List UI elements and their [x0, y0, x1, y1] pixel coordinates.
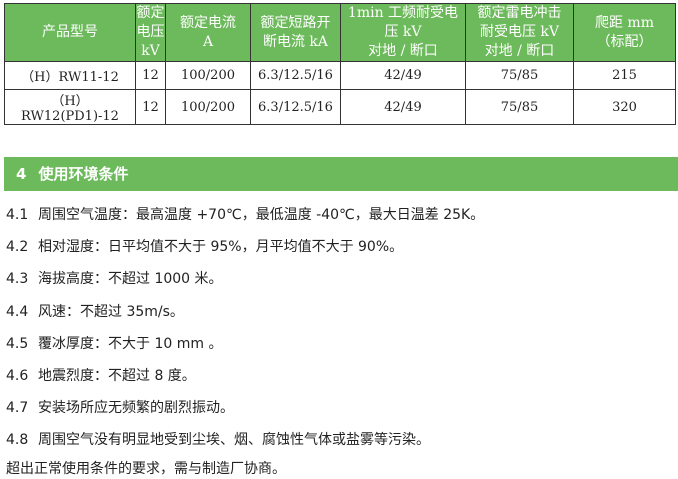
column-header: 额定短路开 断电流 kA	[250, 3, 341, 62]
table-cell: （H）RW11-12	[4, 61, 136, 90]
table-cell: 100/200	[165, 61, 251, 90]
table-cell: 6.3/12.5/16	[250, 61, 341, 90]
item-text: 覆冰厚度：不大于 10 mm 。	[38, 335, 223, 352]
list-item: 4.5 覆冰厚度：不大于 10 mm 。	[6, 333, 222, 353]
table-cell: 6.3/12.5/16	[250, 89, 341, 125]
table-cell: 75/85	[465, 61, 574, 90]
table-cell: 100/200	[165, 89, 251, 125]
table-row: （H）RW11-12 12 100/200 6.3/12.5/16 42/49 75/85…	[4, 61, 676, 90]
note: 超出正常使用条件的要求，需与制造厂协商。	[6, 461, 286, 477]
section-header: 4 使用环境条件	[4, 157, 678, 191]
table-cell: 75/85	[465, 89, 574, 125]
section-title: 使用环境条件	[38, 165, 129, 183]
item-number: 4.5	[6, 335, 29, 352]
list-item: 4.6 地震烈度：不超过 8 度。	[6, 365, 196, 385]
list-item: 4.4 风速：不超过 35m/s。	[6, 301, 184, 321]
section-number: 4	[16, 165, 27, 183]
list-item: 4.8 周围空气没有明显地受到尘埃、烟、腐蚀性气体或盐雾等污染。	[6, 429, 430, 449]
spec-table: 产品型号 额定 电压 kV 额定电流 A 额定短路开 断电流 kA 1min 工频耐受电…	[4, 3, 676, 125]
item-number: 4.3	[6, 271, 29, 288]
table-cell: 12	[135, 61, 166, 90]
list-item: 4.3 海拔高度：不超过 1000 米。	[6, 268, 223, 288]
item-number: 4.4	[6, 303, 29, 320]
item-text: 周围空气温度：最高温度 +70℃，最低温度 -40℃，最大日温差 25K。	[38, 207, 485, 223]
table-cell: （H）RW12(PD1)-12	[4, 89, 136, 125]
list-item: 4.1 周围空气温度：最高温度 +70℃，最低温度 -40℃，最大日温差 25K。	[6, 204, 484, 224]
column-header: 额定 电压 kV	[135, 3, 166, 62]
item-text: 周围空气没有明显地受到尘埃、烟、腐蚀性气体或盐雾等污染。	[38, 432, 430, 449]
column-header: 1min 工频耐受电 压 kV 对地 / 断口	[340, 3, 466, 62]
list-item: 4.7 安装场所应无频繁的剧烈振动。	[6, 397, 234, 417]
table-cell: 42/49	[340, 89, 466, 125]
item-text: 地震烈度：不超过 8 度。	[38, 368, 196, 384]
item-text: 相对湿度：日平均值不大于 95%，月平均值不大于 90%。	[38, 239, 404, 256]
table-cell: 42/49	[340, 61, 466, 90]
item-number: 4.6	[6, 368, 29, 384]
table-cell: 215	[573, 61, 676, 90]
item-number: 4.2	[6, 239, 29, 256]
table-cell: 320	[573, 89, 676, 125]
column-header: 额定电流 A	[165, 3, 251, 62]
table-cell: 12	[135, 89, 166, 125]
column-header: 产品型号	[4, 3, 136, 62]
item-number: 4.7	[6, 400, 29, 417]
item-text: 海拔高度：不超过 1000 米。	[38, 271, 223, 288]
column-header: 爬距 mm （标配）	[573, 3, 676, 62]
item-text: 风速：不超过 35m/s。	[38, 303, 184, 320]
column-header: 额定雷电冲击 耐受电压 kV 对地 / 断口	[465, 3, 574, 62]
item-number: 4.8	[6, 432, 29, 449]
table-row: （H）RW12(PD1)-12 12 100/200 6.3/12.5/16 42/49…	[4, 89, 676, 125]
item-number: 4.1	[6, 207, 29, 223]
item-text: 安装场所应无频繁的剧烈振动。	[38, 400, 234, 417]
list-item: 4.2 相对湿度：日平均值不大于 95%，月平均值不大于 90%。	[6, 236, 403, 256]
